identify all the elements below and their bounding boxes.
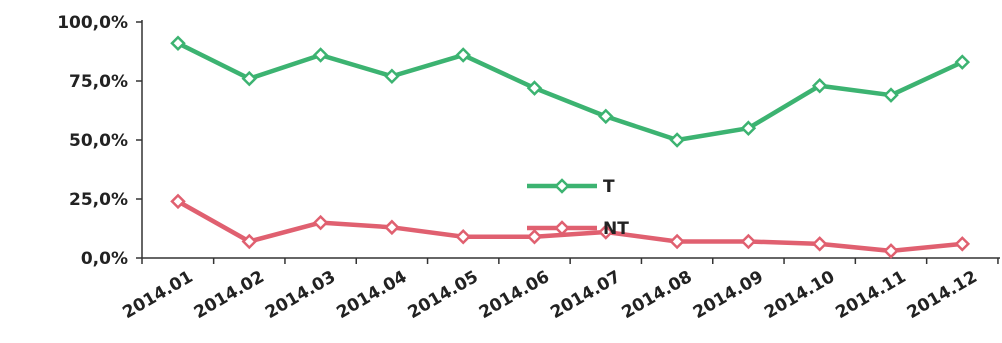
x-tick-label: 2014.01 <box>119 267 196 323</box>
data-point-nt <box>170 193 186 210</box>
series-line-nt <box>176 199 963 254</box>
data-point-t <box>954 54 971 70</box>
legend-label-nt: NT <box>603 219 629 239</box>
x-tick-label: 2014.04 <box>333 267 410 323</box>
legend-marker-t <box>554 178 570 194</box>
data-point-nt <box>598 224 614 240</box>
y-tick-label: 50,0% <box>69 131 128 151</box>
data-point-nt <box>669 233 685 250</box>
data-point-nt <box>384 219 400 236</box>
x-tick-label: 2014.11 <box>832 267 909 323</box>
y-tick-label: 0,0% <box>81 249 128 269</box>
x-tick-label: 2014.12 <box>904 267 981 323</box>
x-tick-label: 2014.06 <box>476 267 553 323</box>
data-point-t <box>811 77 828 94</box>
data-point-nt <box>526 228 543 245</box>
data-point-t <box>170 35 186 52</box>
data-point-nt <box>954 236 971 252</box>
y-tick-label: 75,0% <box>69 72 128 92</box>
y-tick-label: 100,0% <box>57 13 128 33</box>
data-point-t <box>241 70 258 87</box>
data-point-nt <box>883 243 899 259</box>
data-point-t <box>669 132 685 148</box>
x-tick-label: 2014.10 <box>761 267 838 323</box>
data-point-t <box>526 80 543 96</box>
data-point-t <box>312 47 329 63</box>
data-point-nt <box>241 233 258 250</box>
data-point-t <box>883 87 899 103</box>
legend-label-t: T <box>603 177 615 197</box>
x-tick-label: 2014.05 <box>405 267 482 323</box>
data-point-nt <box>312 214 329 231</box>
data-point-t <box>455 47 471 63</box>
data-point-t <box>384 68 400 85</box>
x-tick-label: 2014.08 <box>619 267 696 323</box>
series-line-t <box>176 41 964 143</box>
data-point-nt <box>455 228 471 245</box>
data-point-t <box>740 120 757 136</box>
legend-marker-nt <box>554 220 570 236</box>
data-point-nt <box>740 233 757 250</box>
x-tick-label: 2014.09 <box>690 267 767 323</box>
data-point-nt <box>811 236 828 252</box>
x-tick-label: 2014.02 <box>191 267 268 323</box>
x-tick-label: 2014.03 <box>262 267 339 323</box>
y-tick-label: 25,0% <box>69 190 128 210</box>
x-tick-label: 2014.07 <box>547 267 624 323</box>
data-point-t <box>598 108 614 125</box>
